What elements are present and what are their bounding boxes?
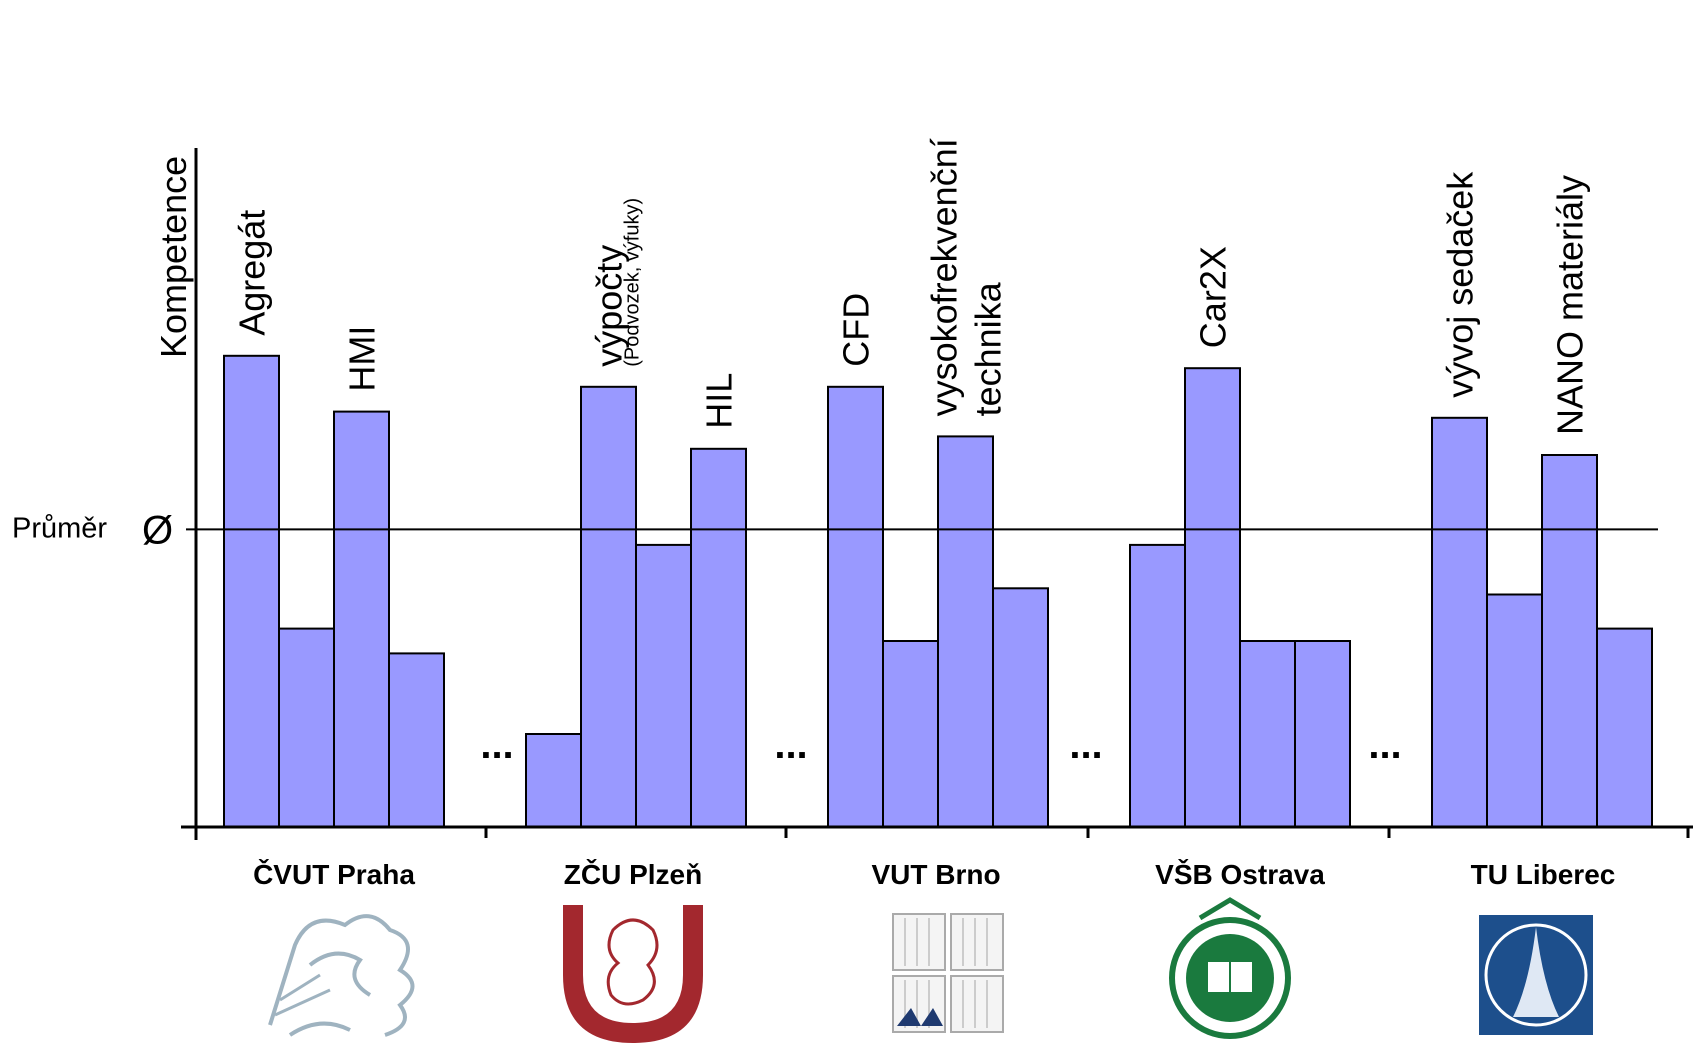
bar-4-1 <box>1129 543 1186 829</box>
bar-5-4 <box>1596 627 1653 828</box>
bar-label-2-1: výpočty <box>589 245 630 367</box>
bar-1-3 <box>333 410 390 828</box>
vut-square-logo-icon <box>892 913 1004 1033</box>
axes-layer <box>181 148 1693 840</box>
bar-3-2 <box>882 640 939 828</box>
bar-label-1-2: HMI <box>342 326 383 392</box>
vut-square-4 <box>950 975 1004 1033</box>
zcu-lion <box>606 918 659 1006</box>
category-label-5: TU Liberec <box>1471 859 1616 890</box>
bar-label-2-2: HIL <box>699 373 740 429</box>
bar-1-4 <box>388 652 445 829</box>
logos-layer <box>268 897 1593 1043</box>
bars-layer <box>223 354 1653 829</box>
bar-5-3 <box>1541 454 1598 828</box>
vsb-crest <box>1198 897 1262 921</box>
bar-label-3-1: CFD <box>836 293 877 367</box>
bar-1-2 <box>278 627 335 828</box>
gap-marker-1: ... <box>480 723 513 767</box>
tul-ring <box>1484 923 1588 1027</box>
tul-rocket <box>1513 927 1559 1017</box>
bar-label-5-1: vývoj sedaček <box>1440 171 1481 398</box>
bar-3-4 <box>992 587 1049 828</box>
vut-wave-mark <box>897 1008 943 1026</box>
bar-label-5-2: NANO materiály <box>1550 175 1591 435</box>
bar-label-4-1: Car2X <box>1193 246 1234 348</box>
category-label-3: VUT Brno <box>871 859 1000 890</box>
bar-4-4 <box>1294 640 1351 828</box>
bar-2-2 <box>580 385 637 828</box>
vut-square-2 <box>950 913 1004 971</box>
bar-5-1 <box>1431 416 1488 828</box>
labels-layer: Průměr Ø Kompetence......... ... Agregát HMI v… <box>12 138 1615 890</box>
bar-1-1 <box>223 354 280 828</box>
category-label-4: VŠB Ostrava <box>1155 858 1325 890</box>
bar-3-1 <box>827 385 884 828</box>
bar-4-3 <box>1239 640 1296 828</box>
ctu-lion-stripes <box>274 973 331 1017</box>
bar-label-3-2-line2: technika <box>968 281 1009 416</box>
vsb-round-seal-logo-icon <box>1169 897 1291 1039</box>
bar-sublabel-2-1: (Podvozek, výfuky) <box>622 198 644 367</box>
bar-4-2 <box>1184 367 1241 828</box>
zcu-shield-u <box>563 905 703 1043</box>
bar-2-1 <box>525 733 582 828</box>
gap-marker-4: ... <box>1368 723 1401 767</box>
gap-marker-3: ... <box>1069 723 1102 767</box>
ctu-lion-logo-icon <box>268 914 415 1037</box>
category-label-1: ČVUT Praha <box>253 858 415 890</box>
tul-rocket-logo-icon <box>1479 915 1593 1035</box>
bar-2-4 <box>690 447 747 828</box>
bar-label-3-2: vysokofrekvenční <box>924 138 965 416</box>
average-symbol: Ø <box>142 508 173 552</box>
gap-marker-2: ... <box>774 723 807 767</box>
category-label-2: ZČU Plzeň <box>564 858 702 890</box>
y-axis-label: Kompetence <box>153 156 194 358</box>
bar-5-2 <box>1486 593 1543 828</box>
average-label: Průměr <box>12 512 107 544</box>
vut-square-1 <box>892 913 946 971</box>
bar-label-1-1: Agregát <box>232 210 273 336</box>
bar-3-3 <box>937 435 994 828</box>
ctu-lion-outline <box>268 914 415 1037</box>
zcu-lion-shield-logo-icon <box>563 905 703 1043</box>
bar-2-3 <box>635 543 692 829</box>
